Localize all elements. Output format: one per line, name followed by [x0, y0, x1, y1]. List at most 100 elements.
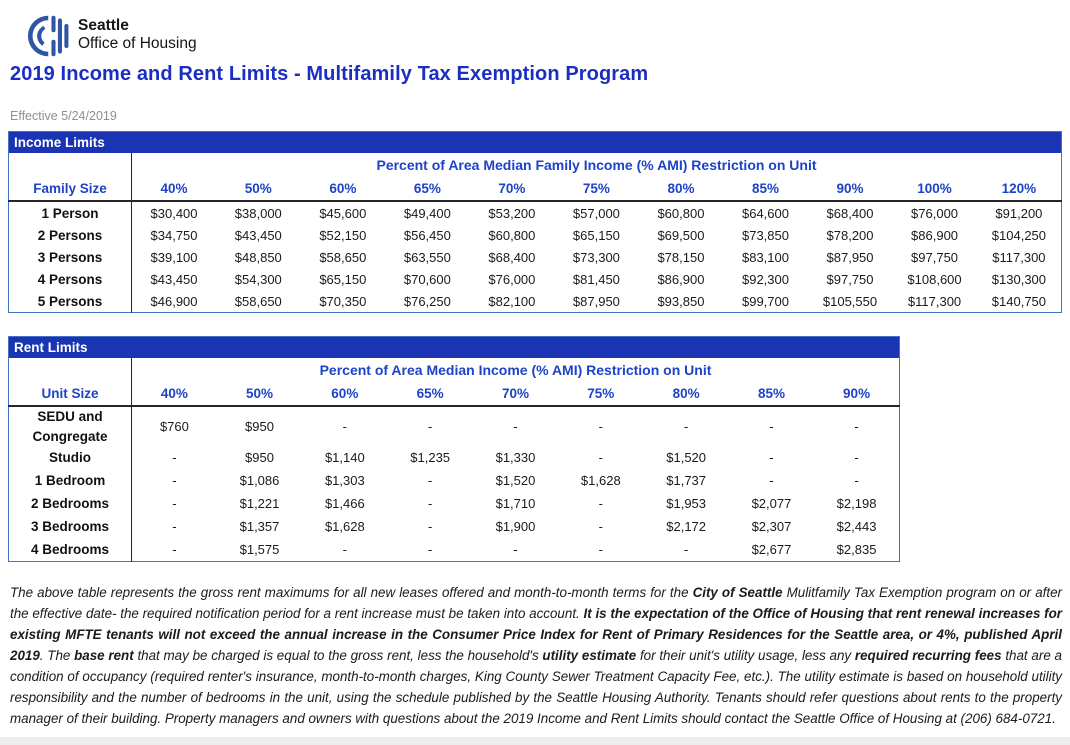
value-cell: $1,628 [580, 473, 621, 489]
value-cell: $65,150 [572, 227, 620, 243]
table-banner: Rent Limits [8, 336, 900, 358]
value-cell: $46,900 [150, 293, 198, 309]
footer-text-segment: The above table represents the gross ren… [10, 585, 693, 601]
value-cell: $1,900 [495, 519, 536, 535]
footer-bold-segment: City of Seattle [692, 585, 783, 601]
value-cell: $99,700 [741, 293, 789, 309]
value-cell: $2,172 [666, 519, 707, 535]
table-row: 4 Persons $43,450 $54,300 $65,150 $70,60… [8, 268, 1062, 290]
table-banner-row: Income Limits [8, 131, 1062, 153]
table-row: 1 Bedroom - $1,086 $1,303 - $1,520 $1,62… [8, 469, 900, 493]
value-cell: $57,000 [572, 205, 620, 221]
footer-bold-segment: It is the expectation of the Office of H… [10, 606, 1062, 664]
table-row: 3 Persons $39,100 $48,850 $58,650 $63,55… [8, 246, 1062, 268]
row-label: 4 Persons [8, 268, 132, 290]
rent-limits-section: Rent Limits Percent of Area Median Incom… [8, 336, 900, 563]
value-cell: $39,100 [150, 249, 198, 265]
value-cell: $105,550 [822, 293, 878, 309]
value-cell: $1,303 [324, 473, 365, 489]
seattle-city-logo [27, 15, 69, 57]
value-cell: $1,330 [495, 450, 536, 466]
value-cell: - [172, 542, 177, 558]
table-row: 4 Bedrooms - $1,575 - - - - - $2,677 $2,… [8, 538, 900, 562]
value-cell: $2,307 [751, 519, 792, 535]
value-cell: $117,300 [907, 293, 962, 309]
value-cell: $30,400 [150, 205, 198, 221]
value-cell: $49,400 [403, 205, 451, 221]
value-cell: $1,520 [666, 450, 707, 466]
value-cell: - [598, 450, 603, 466]
col-header: 70% [469, 177, 555, 202]
value-cell: $950 [245, 419, 274, 435]
income-limits-table: Income Limits Percent of Area Median Fam… [8, 131, 1062, 313]
value-cell: - [427, 519, 433, 535]
col-header: 65% [387, 382, 473, 407]
col-header: 90% [807, 177, 893, 202]
row-label: 3 Persons [8, 246, 132, 268]
row-label: 3 Bedrooms [8, 515, 132, 539]
empty-corner-cell [8, 153, 132, 177]
span-header-row: Percent of Area Median Family Income (% … [8, 153, 1062, 177]
table-row: 1 Person $30,400 $38,000 $45,600 $49,400… [8, 201, 1062, 224]
value-cell: $78,200 [826, 227, 874, 243]
value-cell: - [598, 496, 603, 512]
value-cell: $56,450 [403, 227, 451, 243]
value-cell: - [172, 496, 177, 512]
value-cell: $65,150 [319, 271, 367, 287]
value-cell: - [598, 542, 603, 558]
footer-text-segment: that are a condition of occupancy (requi… [10, 648, 1062, 726]
value-cell: $73,300 [572, 249, 620, 265]
value-cell: - [513, 419, 518, 435]
footer-text-segment: . The [39, 648, 75, 664]
col-header: 100% [892, 177, 977, 202]
value-cell: $117,300 [992, 249, 1046, 265]
effective-date: Effective 5/24/2019 [10, 109, 117, 123]
col-header: 85% [723, 177, 808, 202]
income-limits-section: Income Limits Percent of Area Median Fam… [8, 131, 1062, 313]
value-cell: $43,450 [150, 271, 198, 287]
table-row: SEDU and Congregate $760 $950 - - - - - … [8, 406, 900, 447]
value-cell: $60,800 [657, 205, 705, 221]
value-cell: $70,350 [319, 293, 367, 309]
value-cell: $2,443 [836, 519, 877, 535]
brand-lockup: Seattle Office of Housing [78, 17, 197, 54]
value-cell: $69,500 [657, 227, 705, 243]
col-header: 70% [472, 382, 559, 407]
col-header: 75% [558, 382, 644, 407]
value-cell: $48,850 [234, 249, 282, 265]
value-cell: $81,450 [572, 271, 620, 287]
value-cell: $140,750 [991, 293, 1047, 309]
value-cell: $108,600 [907, 271, 962, 287]
value-cell: $58,650 [319, 249, 367, 265]
value-cell: - [769, 473, 774, 489]
value-cell: $45,600 [319, 205, 367, 221]
col-header: 120% [976, 177, 1062, 202]
value-cell: - [854, 473, 859, 489]
span-header-row: Percent of Area Median Income (% AMI) Re… [8, 358, 900, 382]
row-label: Studio [8, 446, 132, 470]
value-cell: $1,235 [410, 450, 451, 466]
value-cell: $38,000 [234, 205, 282, 221]
value-cell: $68,400 [826, 205, 874, 221]
value-cell: $1,737 [666, 473, 707, 489]
value-cell: $86,900 [911, 227, 959, 243]
value-cell: - [427, 419, 433, 435]
value-cell: $78,150 [657, 249, 705, 265]
value-cell: - [427, 542, 433, 558]
col-header: Unit Size [8, 382, 132, 407]
column-header-row: Family Size 40% 50% 60% 65% 70% 75% 80% … [8, 177, 1062, 202]
value-cell: $92,300 [741, 271, 789, 287]
footer-bold-segment: required recurring fees [854, 648, 1002, 664]
column-header-row: Unit Size 40% 50% 60% 65% 70% 75% 80% 85… [8, 382, 900, 407]
footer-paragraph: The above table represents the gross ren… [10, 583, 1062, 729]
value-cell: - [342, 419, 347, 435]
value-cell: $104,250 [991, 227, 1047, 243]
brand-department: Office of Housing [78, 35, 197, 53]
value-cell: $43,450 [234, 227, 282, 243]
value-cell: $2,077 [751, 496, 792, 512]
value-cell: $1,628 [324, 519, 365, 535]
table-row: 5 Persons $46,900 $58,650 $70,350 $76,25… [8, 290, 1062, 313]
value-cell: $1,221 [239, 496, 280, 512]
value-cell: $1,575 [239, 542, 280, 558]
value-cell: - [172, 519, 177, 535]
